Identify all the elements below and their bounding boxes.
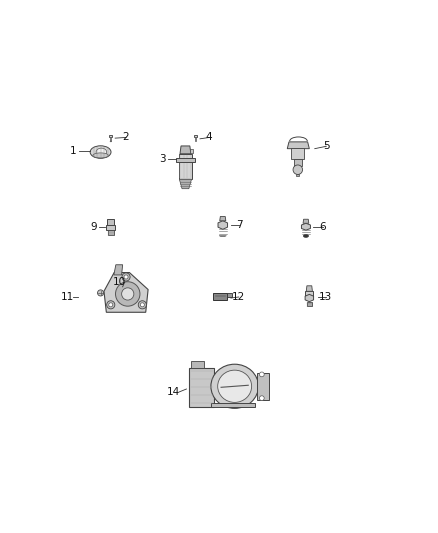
Ellipse shape [304, 235, 308, 237]
Polygon shape [176, 158, 195, 162]
Text: 10: 10 [113, 277, 126, 287]
Polygon shape [297, 174, 299, 176]
Polygon shape [191, 361, 204, 368]
Polygon shape [114, 265, 123, 275]
Polygon shape [307, 302, 312, 305]
Polygon shape [180, 146, 191, 154]
Text: 5: 5 [323, 141, 330, 151]
Polygon shape [303, 219, 309, 223]
Polygon shape [108, 230, 113, 236]
Polygon shape [179, 179, 191, 189]
Polygon shape [211, 402, 255, 407]
Text: 4: 4 [206, 133, 212, 142]
Polygon shape [106, 225, 115, 230]
Text: 1: 1 [70, 147, 77, 156]
Polygon shape [257, 373, 268, 400]
Polygon shape [218, 221, 227, 229]
Text: 14: 14 [167, 387, 180, 397]
Circle shape [122, 273, 130, 281]
Polygon shape [110, 138, 112, 141]
Polygon shape [194, 135, 198, 137]
Polygon shape [220, 216, 226, 221]
Circle shape [124, 275, 128, 279]
Polygon shape [179, 154, 192, 179]
Polygon shape [219, 236, 226, 237]
Text: 3: 3 [159, 154, 166, 164]
Polygon shape [291, 148, 304, 159]
Text: 12: 12 [232, 292, 245, 302]
Ellipse shape [211, 364, 258, 408]
Polygon shape [287, 142, 309, 149]
Circle shape [138, 301, 146, 309]
Polygon shape [305, 292, 313, 296]
Circle shape [122, 288, 134, 300]
Polygon shape [226, 294, 232, 297]
Polygon shape [195, 137, 196, 141]
Circle shape [140, 303, 145, 307]
Circle shape [293, 165, 303, 174]
Text: 11: 11 [61, 292, 74, 302]
Text: 2: 2 [123, 133, 129, 142]
Circle shape [259, 396, 264, 400]
Circle shape [259, 372, 264, 377]
Polygon shape [301, 223, 311, 230]
Ellipse shape [93, 153, 108, 158]
Circle shape [116, 282, 140, 306]
Polygon shape [110, 141, 112, 142]
Circle shape [109, 303, 113, 307]
Text: 7: 7 [236, 220, 242, 230]
Circle shape [98, 290, 104, 296]
Text: 6: 6 [320, 222, 326, 232]
Ellipse shape [218, 370, 251, 402]
Polygon shape [189, 368, 214, 407]
Polygon shape [306, 286, 312, 292]
Polygon shape [109, 135, 113, 138]
Ellipse shape [90, 146, 111, 158]
Ellipse shape [96, 148, 107, 156]
Circle shape [107, 301, 115, 309]
Polygon shape [294, 159, 301, 166]
Polygon shape [104, 272, 148, 312]
Text: 13: 13 [319, 292, 332, 302]
Polygon shape [107, 219, 114, 225]
Polygon shape [190, 149, 193, 153]
Text: 9: 9 [91, 222, 97, 232]
Polygon shape [213, 293, 226, 301]
Polygon shape [305, 294, 314, 302]
